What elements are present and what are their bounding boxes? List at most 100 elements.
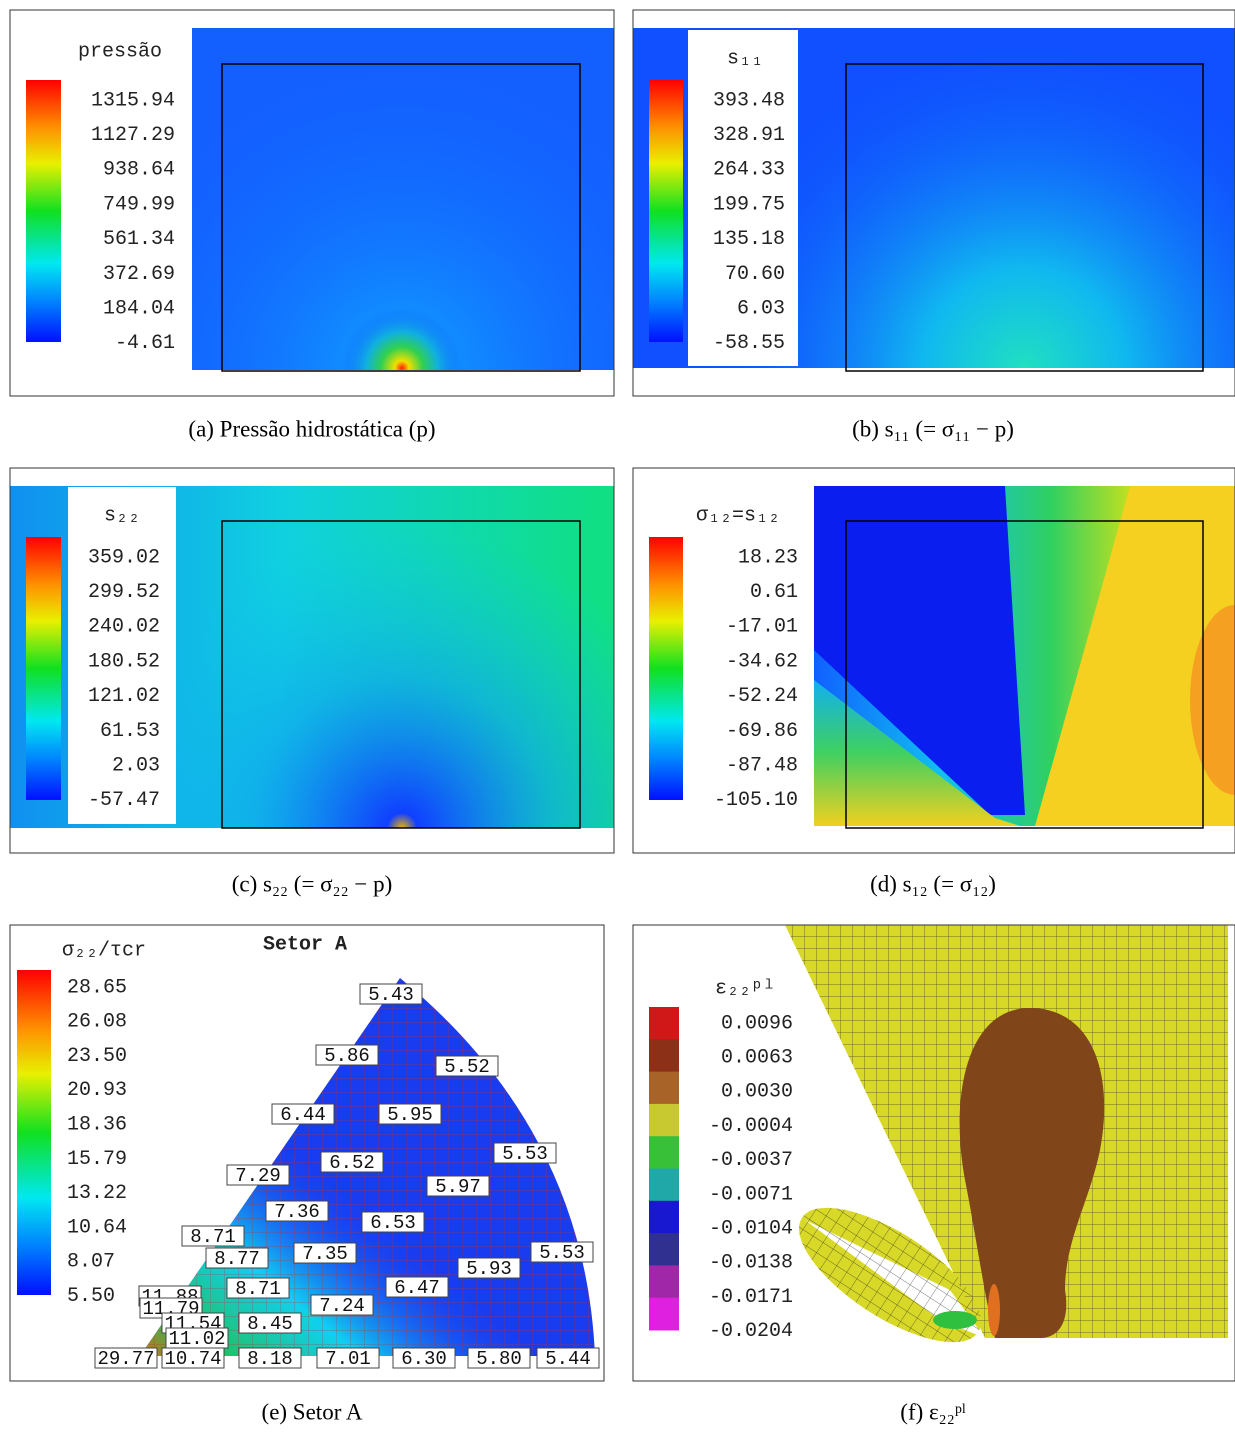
legend-label: 135.18 <box>713 228 785 251</box>
legend-label: 393.48 <box>713 89 785 112</box>
value-box: 8.45 <box>239 1313 301 1335</box>
panel-title: Setor A <box>263 933 347 956</box>
caption: (f) ε₂₂ᵖˡ <box>900 1399 966 1424</box>
value-box: 8.71 <box>227 1278 289 1300</box>
value-box: 6.47 <box>386 1277 448 1299</box>
legend-label: -0.0071 <box>709 1183 793 1206</box>
value-label: 7.35 <box>302 1243 348 1265</box>
value-box: 5.52 <box>436 1056 498 1078</box>
value-label: 10.74 <box>164 1348 221 1370</box>
legend-label: 0.0063 <box>721 1046 793 1069</box>
legend-label: 18.36 <box>67 1113 127 1136</box>
value-box: 6.52 <box>321 1152 383 1174</box>
value-box: 8.18 <box>239 1348 301 1370</box>
value-label: 7.36 <box>274 1201 320 1223</box>
colorbar-step <box>649 1104 679 1137</box>
legend-label: 6.03 <box>737 297 785 320</box>
caption: (d) s₁₂ (= σ₁₂) <box>870 871 996 896</box>
legend-label: 359.02 <box>88 546 160 569</box>
field-a <box>192 28 614 371</box>
value-label: 5.53 <box>539 1242 585 1264</box>
value-label: 5.44 <box>545 1348 591 1370</box>
colorbar-step <box>649 1233 679 1266</box>
legend-label: -52.24 <box>726 685 798 708</box>
value-label: 5.93 <box>466 1258 512 1280</box>
value-label: 6.44 <box>280 1104 326 1126</box>
legend-label: -57.47 <box>88 789 160 812</box>
value-box: 8.77 <box>206 1248 268 1270</box>
legend-label: -87.48 <box>726 754 798 777</box>
legend-label: -0.0204 <box>709 1320 793 1343</box>
value-label: 29.77 <box>97 1348 154 1370</box>
legend-label: -69.86 <box>726 720 798 743</box>
legend-title: s₂₂ <box>104 504 140 527</box>
value-label: 5.53 <box>502 1143 548 1165</box>
value-box: 5.80 <box>468 1348 530 1370</box>
value-box: 8.71 <box>182 1226 244 1248</box>
legend-label: -0.0037 <box>709 1149 793 1172</box>
value-label: 5.97 <box>435 1176 481 1198</box>
legend-label: 180.52 <box>88 650 160 673</box>
value-label: 6.53 <box>370 1212 416 1234</box>
legend-label: 10.64 <box>67 1216 127 1239</box>
colorbar-step <box>649 1169 679 1202</box>
value-label: 5.43 <box>368 984 414 1006</box>
value-label: 8.77 <box>214 1248 260 1270</box>
legend-label: 15.79 <box>67 1148 127 1171</box>
value-box: 5.43 <box>360 984 422 1006</box>
value-label: 5.86 <box>324 1045 370 1067</box>
legend-label: 26.08 <box>67 1011 127 1034</box>
colorbar-step <box>649 1072 679 1105</box>
legend-label: 199.75 <box>713 193 785 216</box>
legend-title: pressão <box>78 40 162 63</box>
legend-title: s₁₁ <box>727 47 763 70</box>
value-box: 7.35 <box>294 1243 356 1265</box>
value-box: 5.95 <box>379 1104 441 1126</box>
value-label: 8.18 <box>247 1348 293 1370</box>
legend-label: 749.99 <box>103 193 175 216</box>
caption: (c) s₂₂ (= σ₂₂ − p) <box>232 871 392 896</box>
value-label: 8.71 <box>235 1278 281 1300</box>
value-box: 5.53 <box>494 1143 556 1165</box>
legend-label: 5.50 <box>67 1285 115 1308</box>
legend-label: 1315.94 <box>91 89 175 112</box>
legend-label: -0.0004 <box>709 1115 793 1138</box>
legend-label: 70.60 <box>725 263 785 286</box>
value-label: 7.01 <box>325 1348 371 1370</box>
field-d <box>814 486 1235 828</box>
value-label: 5.80 <box>476 1348 522 1370</box>
colorbar <box>26 80 61 342</box>
value-label: 7.29 <box>235 1165 281 1187</box>
value-box: 11.02 <box>166 1328 228 1350</box>
legend-label: 1127.29 <box>91 124 175 147</box>
legend-label: 299.52 <box>88 581 160 604</box>
value-box: 6.30 <box>393 1348 455 1370</box>
legend-label: 61.53 <box>100 720 160 743</box>
value-label: 6.30 <box>401 1348 447 1370</box>
value-box: 29.77 <box>95 1348 157 1370</box>
value-label: 11.02 <box>168 1328 225 1350</box>
legend-label: -0.0104 <box>709 1217 793 1240</box>
figure: pressão1315.941127.29938.64749.99561.343… <box>0 0 1235 1434</box>
value-box: 5.53 <box>531 1242 593 1264</box>
value-label: 5.95 <box>387 1104 433 1126</box>
value-label: 8.45 <box>247 1313 293 1335</box>
caption: (b) s₁₁ (= σ₁₁ − p) <box>852 416 1014 441</box>
legend-label: 938.64 <box>103 159 175 182</box>
field-f <box>779 925 1228 1367</box>
colorbar-step <box>649 1136 679 1169</box>
legend-label: 23.50 <box>67 1045 127 1068</box>
value-label: 6.52 <box>329 1152 375 1174</box>
value-label: 8.71 <box>190 1226 236 1248</box>
legend-label: -58.55 <box>713 332 785 355</box>
legend-label: 184.04 <box>103 297 175 320</box>
legend-label: 264.33 <box>713 159 785 182</box>
legend-label: 13.22 <box>67 1182 127 1205</box>
legend-label: 20.93 <box>67 1079 127 1102</box>
value-label: 6.47 <box>394 1277 440 1299</box>
legend-label: 372.69 <box>103 263 175 286</box>
legend-label: 0.61 <box>750 581 798 604</box>
value-box: 7.24 <box>311 1295 373 1317</box>
value-box: 5.86 <box>316 1045 378 1067</box>
value-box: 7.29 <box>227 1165 289 1187</box>
